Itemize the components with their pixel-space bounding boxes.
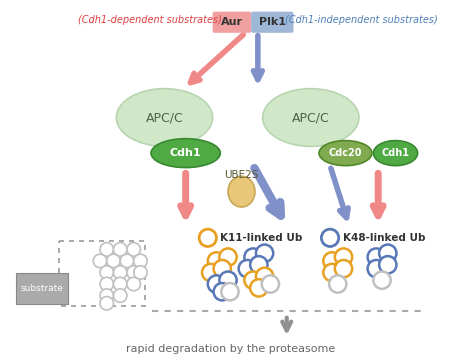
Text: K11-linked Ub: K11-linked Ub [220, 233, 303, 243]
Ellipse shape [228, 176, 255, 207]
Text: UBE2S: UBE2S [224, 170, 259, 180]
Ellipse shape [374, 141, 418, 166]
Circle shape [323, 264, 341, 281]
FancyBboxPatch shape [213, 12, 251, 33]
Circle shape [238, 260, 256, 277]
Circle shape [127, 277, 140, 291]
Circle shape [335, 260, 352, 277]
Text: (Cdh1-independent substrates): (Cdh1-independent substrates) [285, 15, 438, 25]
Circle shape [100, 277, 113, 291]
Ellipse shape [116, 88, 213, 146]
Circle shape [245, 272, 262, 289]
Circle shape [214, 260, 231, 277]
Text: Cdh1: Cdh1 [382, 148, 410, 158]
Circle shape [134, 266, 147, 279]
Circle shape [379, 245, 396, 262]
Text: K48-linked Ub: K48-linked Ub [343, 233, 425, 243]
Circle shape [120, 254, 134, 268]
FancyBboxPatch shape [251, 12, 293, 33]
Ellipse shape [319, 141, 372, 166]
Circle shape [374, 272, 391, 289]
FancyBboxPatch shape [16, 273, 68, 304]
Circle shape [202, 264, 219, 281]
Circle shape [379, 256, 396, 273]
Text: Plk1: Plk1 [259, 17, 286, 27]
Circle shape [127, 243, 140, 256]
Circle shape [113, 277, 127, 291]
Circle shape [100, 297, 113, 310]
Circle shape [134, 254, 147, 268]
Circle shape [127, 266, 140, 279]
Circle shape [367, 248, 385, 266]
Circle shape [113, 289, 127, 302]
Circle shape [100, 243, 113, 256]
Circle shape [208, 276, 225, 293]
Circle shape [329, 276, 346, 293]
Circle shape [256, 268, 273, 285]
Circle shape [219, 248, 237, 266]
Circle shape [214, 283, 231, 300]
Circle shape [113, 243, 127, 256]
Circle shape [323, 252, 341, 270]
Circle shape [219, 272, 237, 289]
Circle shape [256, 245, 273, 262]
Circle shape [107, 254, 120, 268]
Circle shape [221, 283, 238, 300]
Text: rapid degradation by the proteasome: rapid degradation by the proteasome [126, 344, 336, 355]
Circle shape [367, 260, 385, 277]
Circle shape [245, 248, 262, 266]
Circle shape [335, 248, 352, 266]
Text: substrate: substrate [21, 284, 64, 293]
Circle shape [250, 279, 267, 297]
Ellipse shape [151, 139, 220, 167]
Ellipse shape [263, 88, 359, 146]
Bar [59, 241, 145, 306]
Circle shape [100, 289, 113, 302]
Text: Cdh1: Cdh1 [170, 148, 201, 158]
Circle shape [262, 276, 279, 293]
Text: APC/C: APC/C [146, 111, 183, 124]
Circle shape [250, 256, 267, 273]
Circle shape [100, 266, 113, 279]
Text: Aur: Aur [221, 17, 243, 27]
Circle shape [113, 266, 127, 279]
Text: Cdc20: Cdc20 [328, 148, 362, 158]
Text: APC/C: APC/C [292, 111, 330, 124]
Circle shape [93, 254, 107, 268]
Text: (Cdh1-dependent substrates): (Cdh1-dependent substrates) [78, 15, 222, 25]
Circle shape [208, 252, 225, 270]
